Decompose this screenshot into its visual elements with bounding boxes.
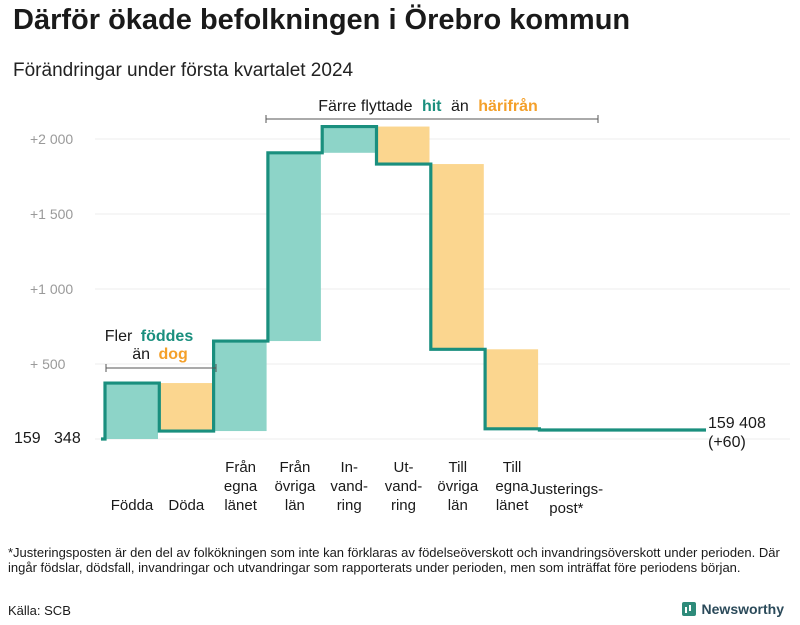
births-annotation-line1: Fler föddes [105, 328, 194, 345]
bar-från-egna-länet [214, 341, 267, 432]
bar-från-övriga-län [268, 152, 321, 342]
bar-till-egna-länet [486, 349, 539, 429]
migration-annotation-harifran: härifrån [478, 97, 538, 115]
births-annotation-fodde: föddes [141, 328, 194, 345]
x-label-födda: Födda [111, 497, 154, 514]
y-tick-label-500: + 500 [30, 356, 66, 372]
births-annotation-an: än [132, 346, 150, 363]
migration-annotation-hit: hit [422, 98, 442, 115]
brand-name: Newsworthy [701, 601, 784, 617]
waterfall-chart: +2 000 +1 500 +1 000 + 500 Födda Döda Från egn… [14, 97, 790, 517]
cumulative-step-line [101, 124, 706, 441]
y-axis-labels: +2 000 +1 500 +1 000 + 500 [30, 131, 73, 372]
x-label-invandring: In-vand-ring [330, 459, 368, 514]
chart-subtitle: Förändringar under första kvartalet 2024 [13, 60, 354, 81]
x-label-till-egna-länet: Till egna länet [495, 459, 529, 514]
x-label-döda: Döda [168, 497, 205, 514]
births-annotation-fler: Fler [105, 328, 133, 345]
waterfall-bars [106, 126, 593, 439]
footnote: *Justeringsposten är den del av folkökni… [8, 545, 780, 575]
end-value-label: 159 408 [708, 415, 766, 432]
y-tick-label-2000: +2 000 [30, 131, 73, 147]
bar-utvandring [377, 126, 430, 165]
bar-döda [160, 383, 213, 432]
births-annotation-line2: än dog [132, 346, 188, 363]
migration-annotation: Färre flyttade hit än härifrån [318, 97, 538, 115]
source-label: Källa: SCB [8, 603, 71, 618]
x-label-justeringspost: Justerings-post* [530, 481, 603, 517]
x-label-utvandring: Ut-vand-ring [385, 459, 423, 514]
bar-invandring [323, 126, 376, 153]
bar-till-övriga-län [431, 164, 484, 350]
x-axis-labels: Födda Döda Från egna länet Från övriga län In-va… [111, 459, 603, 517]
end-change-label: (+60) [708, 434, 746, 451]
start-value-label: 159 348 [14, 430, 81, 447]
y-tick-label-1000: +1 000 [30, 281, 73, 297]
births-annotation-dog: dog [158, 346, 187, 363]
y-tick-label-1500: +1 500 [30, 206, 73, 222]
bar-födda [106, 383, 158, 439]
migration-annotation-middle: än [451, 98, 469, 115]
brand-logo[interactable]: Newsworthy [681, 601, 784, 617]
chart-title: Därför ökade befolkningen i Örebro kommu… [13, 4, 631, 36]
newsworthy-icon [681, 602, 696, 616]
x-label-från-egna-länet: Från egna länet [224, 459, 258, 514]
x-label-till-övriga-län: Till övriga län [437, 459, 479, 514]
migration-annotation-prefix: Färre flyttade [318, 98, 412, 115]
x-label-från-övriga-län: Från övriga län [274, 459, 316, 514]
